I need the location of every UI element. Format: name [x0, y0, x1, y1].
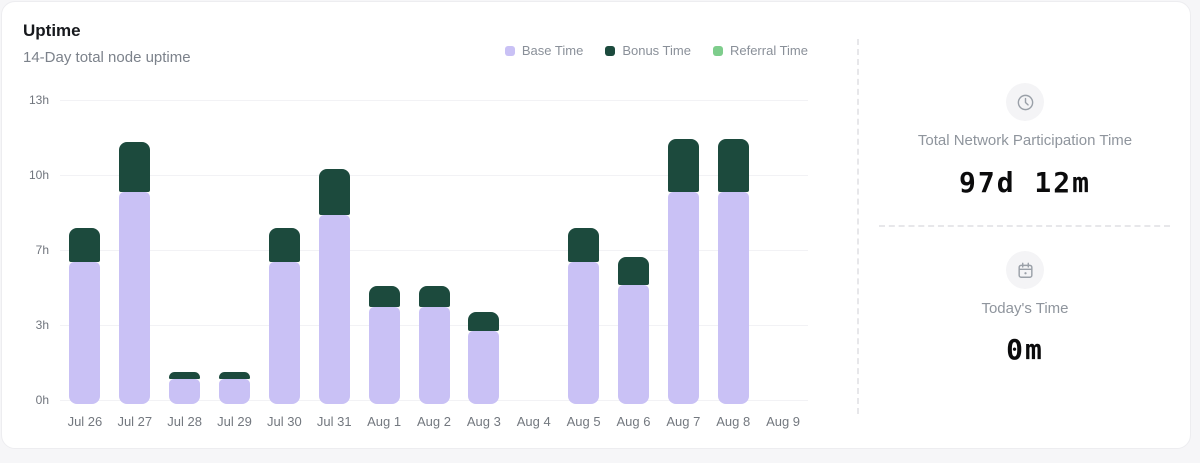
- bar-jul-28[interactable]: [169, 372, 201, 404]
- bar-aug-2[interactable]: [418, 285, 450, 404]
- bar-aug-5[interactable]: [568, 228, 600, 404]
- vertical-dashed-divider: [857, 39, 859, 414]
- bar-segment-base-time[interactable]: [169, 379, 201, 404]
- y-axis-label: 3h: [35, 318, 49, 332]
- bar-segment-bonus-time[interactable]: [368, 285, 400, 307]
- bar-segment-base-time[interactable]: [368, 306, 400, 404]
- x-axis-label: Aug 4: [516, 414, 551, 429]
- page-title: Uptime: [23, 21, 81, 40]
- bar-aug-6[interactable]: [617, 256, 649, 404]
- x-axis-label: Aug 6: [616, 414, 651, 429]
- uptime-card: Uptime 14-Day total node uptime Base Tim…: [1, 1, 1191, 449]
- legend-swatch: [504, 45, 515, 56]
- bar-jul-29[interactable]: [219, 372, 251, 404]
- x-axis-label: Aug 2: [417, 414, 451, 429]
- total-participation-value: 97d 12m: [958, 166, 1091, 199]
- total-participation-label: Total Network Participation Time: [917, 132, 1133, 149]
- bar-segment-base-time[interactable]: [268, 261, 300, 404]
- bar-jul-31[interactable]: [318, 169, 350, 404]
- horizontal-dashed-divider: [879, 225, 1170, 227]
- y-axis-label: 13h: [28, 93, 49, 107]
- bar-jul-27[interactable]: [119, 141, 151, 404]
- bar-segment-bonus-time[interactable]: [667, 139, 699, 193]
- bar-segment-base-time[interactable]: [568, 261, 600, 404]
- x-axis-label: Aug 7: [666, 414, 701, 429]
- y-axis-label: 7h: [35, 243, 49, 257]
- stat-icon-wrap: [858, 83, 1192, 121]
- stats-panel: Total Network Participation Time 97d 12m…: [858, 2, 1192, 450]
- legend-swatch: [605, 45, 616, 56]
- x-axis-label: Jul 29: [217, 414, 252, 429]
- legend-label: Base Time: [521, 43, 584, 58]
- x-axis-label: Aug 8: [716, 414, 751, 429]
- legend-item-base-time[interactable]: Base Time: [504, 43, 584, 58]
- chart-subtitle: 14-Day total node uptime: [23, 49, 191, 66]
- stat-icon-wrap: [858, 251, 1192, 289]
- bar-segment-bonus-time[interactable]: [268, 228, 300, 262]
- y-axis-label: 10h: [28, 168, 49, 182]
- chart-legend: Base Time Bonus Time Referral Time: [60, 43, 808, 58]
- x-axis-label: Jul 30: [267, 414, 302, 429]
- bar-segment-bonus-time[interactable]: [219, 372, 251, 380]
- legend-label: Bonus Time: [622, 43, 691, 58]
- gridline: [60, 250, 808, 251]
- bar-segment-bonus-time[interactable]: [418, 285, 450, 307]
- bar-segment-base-time[interactable]: [219, 379, 251, 404]
- bar-aug-3[interactable]: [468, 312, 500, 404]
- x-axis-label: Jul 27: [117, 414, 153, 429]
- bar-aug-7[interactable]: [667, 139, 699, 404]
- bar-segment-bonus-time[interactable]: [318, 169, 350, 216]
- calendar-icon: [1006, 251, 1044, 289]
- y-axis-label: 0h: [35, 393, 49, 407]
- legend-item-referral-time[interactable]: Referral Time: [712, 43, 808, 58]
- bar-segment-base-time[interactable]: [119, 192, 151, 404]
- bar-segment-base-time[interactable]: [667, 192, 699, 404]
- gridline: [60, 175, 808, 176]
- bar-segment-base-time[interactable]: [418, 306, 450, 404]
- bar-segment-base-time[interactable]: [318, 215, 350, 404]
- x-axis-label: Aug 5: [566, 414, 601, 429]
- legend-item-bonus-time[interactable]: Bonus Time: [605, 43, 691, 58]
- legend-swatch: [712, 45, 723, 56]
- bar-segment-base-time[interactable]: [617, 284, 649, 404]
- bar-segment-bonus-time[interactable]: [468, 312, 500, 331]
- todays-time-value: 0m: [1006, 333, 1044, 366]
- bar-segment-bonus-time[interactable]: [617, 256, 649, 285]
- x-axis-label: Jul 26: [67, 414, 103, 429]
- bar-segment-base-time[interactable]: [468, 330, 500, 404]
- bar-segment-bonus-time[interactable]: [169, 372, 201, 380]
- bar-segment-bonus-time[interactable]: [568, 228, 600, 262]
- bar-segment-base-time[interactable]: [69, 261, 101, 404]
- bar-segment-base-time[interactable]: [717, 192, 749, 404]
- clock-icon: [1006, 83, 1044, 121]
- x-axis-label: Aug 3: [466, 414, 501, 429]
- bar-segment-bonus-time[interactable]: [69, 228, 101, 262]
- bar-segment-bonus-time[interactable]: [717, 139, 749, 193]
- bar-aug-1[interactable]: [368, 285, 400, 404]
- legend-label: Referral Time: [729, 43, 808, 58]
- x-axis-label: Jul 31: [316, 414, 352, 429]
- bar-jul-30[interactable]: [268, 228, 300, 404]
- uptime-bar-chart: 13h 10h 7h 3h 0h Jul 26 Jul 27 Jul 28 Jul 29 Jul …: [29, 93, 808, 429]
- x-axis-label: Aug 9: [766, 414, 801, 429]
- x-axis-label: Aug 1: [367, 414, 402, 429]
- gridline: [60, 100, 808, 101]
- todays-time-label: Today's Time: [981, 300, 1069, 317]
- bar-jul-26[interactable]: [69, 228, 101, 404]
- bar-aug-8[interactable]: [717, 139, 749, 404]
- bar-segment-bonus-time[interactable]: [119, 141, 151, 193]
- x-axis-label: Jul 28: [167, 414, 202, 429]
